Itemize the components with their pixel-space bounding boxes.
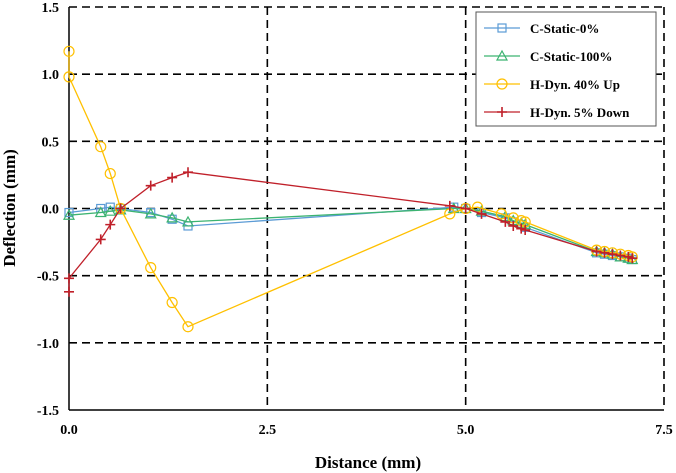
legend-label: C-Static-0%	[530, 21, 599, 36]
y-tick-label: 1.5	[42, 1, 60, 16]
marker-plus	[500, 216, 511, 227]
marker-plus	[591, 246, 602, 257]
marker-triangle	[495, 49, 509, 61]
legend: C-Static-0% C-Static-100% H-Dyn. 40% Up H-D…	[475, 11, 657, 127]
marker-plus	[167, 172, 178, 183]
y-tick-label: 1.0	[42, 68, 60, 83]
series-3	[64, 167, 638, 297]
marker-plus	[607, 249, 618, 260]
marker-plus	[520, 224, 531, 235]
x-axis-label: Distance (mm)	[315, 453, 421, 472]
marker-plus	[599, 247, 610, 258]
marker-triangle	[94, 206, 107, 218]
marker-plus	[64, 286, 74, 297]
marker-plus	[95, 234, 106, 245]
marker-circle	[166, 296, 178, 309]
x-tick-label: 7.5	[655, 423, 673, 438]
marker-plus	[508, 220, 519, 231]
marker-plus	[615, 250, 626, 261]
x-tick-label: 5.0	[457, 423, 475, 438]
y-axis-label: Deflection (mm)	[0, 149, 19, 267]
marker-triangle	[62, 208, 76, 220]
marker-plus	[64, 273, 74, 284]
series-line	[68, 171, 633, 292]
series-0	[64, 202, 637, 265]
marker-triangle	[626, 253, 639, 265]
marker-circle	[63, 45, 75, 57]
legend-label: H-Dyn. 5% Down	[530, 105, 630, 120]
marker-circle	[95, 141, 107, 153]
x-tick-label: 2.5	[259, 423, 277, 438]
marker-circle	[182, 321, 194, 333]
legend-label: H-Dyn. 40% Up	[530, 77, 620, 92]
marker-circle	[145, 262, 157, 274]
marker-plus	[183, 167, 193, 178]
marker-triangle	[144, 207, 157, 219]
y-tick-label: -0.5	[37, 270, 59, 285]
marker-plus	[627, 253, 638, 264]
legend-item: H-Dyn. 40% Up	[484, 77, 620, 92]
y-tick-label: 0.0	[42, 203, 60, 218]
data-series	[62, 45, 639, 333]
marker-plus	[497, 107, 507, 117]
x-tick-label: 0.0	[60, 423, 78, 438]
marker-triangle	[104, 204, 117, 216]
marker-triangle	[181, 215, 195, 227]
y-tick-label: -1.5	[37, 404, 59, 419]
legend-item: C-Static-100%	[484, 49, 612, 64]
y-tick-label: 0.5	[42, 135, 60, 150]
legend-item: H-Dyn. 5% Down	[484, 105, 630, 120]
series-2	[63, 45, 638, 333]
marker-square	[497, 23, 507, 33]
legend-label: C-Static-100%	[530, 49, 612, 64]
marker-circle	[63, 71, 75, 83]
marker-plus	[145, 180, 156, 191]
marker-triangle	[166, 211, 179, 223]
marker-plus	[444, 200, 455, 211]
marker-plus	[105, 219, 116, 230]
legend-item: C-Static-0%	[484, 21, 599, 36]
marker-plus	[460, 203, 471, 214]
y-tick-label: -1.0	[37, 337, 59, 352]
marker-plus	[476, 208, 487, 219]
marker-square	[64, 207, 74, 218]
marker-circle	[496, 78, 508, 90]
marker-circle	[495, 208, 507, 220]
marker-plus	[115, 203, 126, 214]
marker-circle	[104, 167, 116, 180]
tick-labels: 1.51.00.50.0-0.5-1.0-1.50.0 2.5 5.0 7.5	[37, 1, 673, 438]
